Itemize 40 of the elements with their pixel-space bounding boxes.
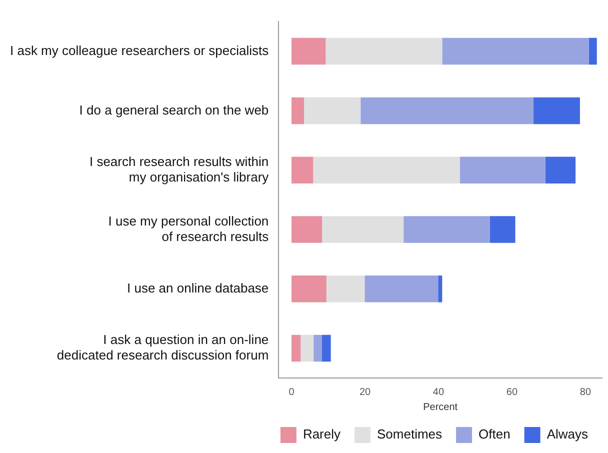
y-tick-label: I do a general search on the web (79, 102, 269, 118)
bar (442, 38, 589, 65)
x-tick-label: 0 (288, 386, 295, 398)
y-tick-label: I search research results within my organisation's library (89, 154, 270, 184)
x-tick-label: 60 (506, 386, 518, 398)
bar (326, 38, 442, 65)
bar (360, 97, 534, 124)
legend-label: Often (478, 426, 510, 442)
bar (322, 216, 404, 243)
y-tick-label: I use my personal collection of research results (108, 213, 270, 244)
x-tick-label: 40 (432, 386, 444, 398)
x-axis-title: Percent (423, 402, 458, 413)
bar (404, 216, 490, 243)
x-tick-label: 80 (580, 386, 592, 398)
bar (326, 276, 365, 302)
legend-label: Sometimes (377, 426, 443, 442)
bar (322, 334, 331, 362)
bar (314, 334, 322, 362)
x-tick-label: 20 (359, 386, 372, 398)
bar (533, 97, 580, 124)
bar (292, 216, 322, 243)
y-tick-label: I use an online database (126, 280, 269, 296)
bar (364, 276, 438, 302)
bar (490, 216, 516, 243)
legend-label: Always (546, 426, 588, 442)
bar (292, 38, 326, 65)
bar (292, 334, 301, 362)
bar (292, 276, 326, 302)
bar (460, 156, 546, 184)
bar (545, 156, 576, 184)
bar (313, 156, 460, 184)
bar (304, 97, 361, 124)
bar (292, 97, 304, 124)
bar (300, 334, 314, 362)
y-tick-label: I ask my colleague researchers or specialists (10, 42, 270, 58)
legend-label: Rarely (302, 426, 342, 442)
y-tick-label: I ask a question in an on-line dedicated research discussion forum (56, 332, 269, 363)
bar (292, 156, 314, 184)
bar (588, 38, 597, 65)
bar (438, 276, 442, 302)
